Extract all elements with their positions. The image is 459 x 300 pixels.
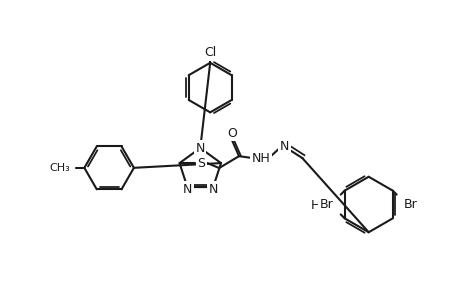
- Text: HO: HO: [310, 199, 329, 212]
- Text: N: N: [279, 140, 289, 153]
- Text: Br: Br: [319, 198, 333, 211]
- Text: NH: NH: [251, 152, 269, 165]
- Text: Br: Br: [403, 198, 416, 211]
- Text: S: S: [197, 157, 205, 169]
- Text: Cl: Cl: [204, 46, 216, 59]
- Text: N: N: [182, 183, 192, 196]
- Text: CH₃: CH₃: [50, 163, 70, 173]
- Text: N: N: [208, 183, 217, 196]
- Text: N: N: [195, 142, 205, 154]
- Text: O: O: [227, 127, 236, 140]
